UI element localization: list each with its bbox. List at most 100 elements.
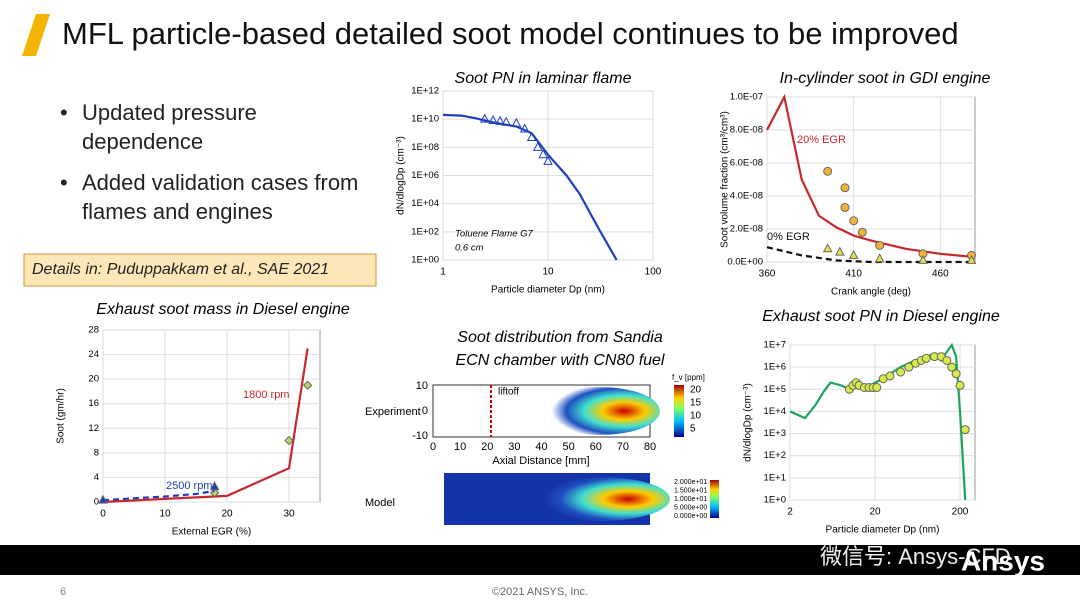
row-label: Model [365, 497, 395, 509]
bullet: Updated pressure dependence [60, 98, 382, 156]
marker [857, 227, 867, 237]
y-tick-label: 1E+08 [411, 142, 439, 153]
series-label: 2500 rpm [166, 480, 212, 492]
x-tick-label: 60 [590, 441, 602, 453]
marker [951, 369, 961, 379]
copyright: ©2021 ANSYS, Inc. [492, 586, 588, 598]
x-tick-label: 50 [563, 441, 575, 453]
x-tick-label: 20 [221, 509, 233, 520]
marker [896, 367, 906, 377]
marker [848, 249, 859, 259]
model-contour [530, 477, 670, 521]
y-tick-label: 1E+00 [411, 255, 439, 266]
marker [488, 114, 498, 125]
bullet: Added validation cases from flames and e… [60, 168, 382, 226]
watermark: 微信号: Ansys-CFD [820, 544, 1011, 569]
x-tick-label: 10 [454, 441, 466, 453]
y-tick-label: 24 [88, 349, 99, 360]
annotation: Toluene Flame G7 [455, 229, 534, 240]
colorbar-title: f_v [ppm] [672, 373, 705, 382]
chart-title: Soot PN in laminar flame [455, 70, 632, 87]
y-tick-label: 16 [88, 398, 99, 409]
x-axis-label: Crank angle (deg) [831, 287, 911, 298]
row-label: Experiment [365, 406, 421, 418]
marker [526, 131, 537, 141]
colorbar-label: 20 [690, 385, 702, 396]
x-tick-label: 80 [644, 441, 656, 453]
y-tick-label: 2.0E-08 [730, 224, 763, 235]
x-tick-label: 360 [759, 269, 776, 280]
x-tick-label: 70 [617, 441, 629, 453]
marker [98, 494, 108, 504]
series-line [102, 348, 309, 504]
colorbar-label: 5.000e+00 [674, 504, 707, 511]
y-tick-label: 8 [94, 447, 99, 458]
marker [875, 241, 885, 250]
y-tick-label: 20 [88, 374, 99, 385]
y-tick-label: 1E+04 [411, 198, 439, 209]
slide-title: MFL particle-based detailed soot model c… [62, 16, 959, 51]
marker [532, 141, 543, 151]
plot-area [789, 344, 976, 501]
colorbar [710, 480, 719, 518]
series-line [102, 489, 215, 502]
marker [849, 216, 859, 226]
x-axis-label: External EGR (%) [172, 527, 251, 538]
x-tick-label: 460 [932, 269, 949, 280]
y-tick-label: 1.0E-07 [730, 92, 763, 103]
y-tick-label: 1E+4 [764, 406, 786, 417]
y-tick-label: -10 [412, 430, 428, 442]
x-tick-label: 10 [542, 267, 554, 278]
marker [874, 253, 885, 263]
marker [479, 113, 490, 123]
colorbar-label: 1.000e+01 [674, 496, 707, 503]
y-tick-label: 1E+3 [764, 428, 786, 439]
y-tick-label: 4.0E-08 [730, 191, 763, 202]
x-tick-label: 410 [845, 269, 862, 280]
colorbar-label: 1.500e+01 [674, 487, 707, 494]
marker [942, 355, 952, 365]
marker [960, 425, 970, 435]
logo: Ansys [961, 545, 1045, 576]
footer-bar [0, 545, 1080, 575]
series-line [789, 342, 967, 501]
x-tick-label: 20 [869, 507, 881, 518]
y-tick-label: 0 [422, 405, 428, 417]
x-axis-label: Axial Distance [mm] [492, 455, 589, 467]
x-axis-label: Particle diameter Dp (nm) [491, 285, 605, 296]
marker [302, 380, 313, 390]
y-tick-label: 1E+5 [764, 384, 786, 395]
x-tick-label: 0 [100, 509, 106, 520]
annotation: 0.6 cm [455, 243, 484, 254]
y-tick-label: 12 [88, 423, 99, 434]
sandia-title: ECN chamber with CN80 fuel [456, 352, 665, 369]
y-tick-label: 1E+0 [764, 495, 786, 506]
y-tick-label: 0 [94, 497, 99, 508]
x-tick-label: 100 [645, 267, 662, 278]
x-tick-label: 2 [787, 507, 793, 518]
marker [834, 246, 845, 256]
colorbar [674, 385, 684, 437]
page-number: 6 [60, 586, 66, 598]
y-tick-label: 28 [88, 325, 99, 336]
marker [840, 183, 850, 193]
y-tick-label: 0.0E+00 [727, 257, 763, 268]
marker [822, 243, 833, 253]
series-label: 20% EGR [797, 134, 846, 146]
marker [519, 123, 530, 133]
marker [284, 435, 294, 446]
marker [966, 254, 977, 264]
series-label: 1800 rpm [243, 389, 289, 401]
y-tick-label: 1E+2 [764, 450, 786, 461]
y-tick-label: 1E+12 [411, 86, 439, 97]
x-tick-label: 40 [535, 441, 547, 453]
y-tick-label: 1E+1 [764, 472, 786, 483]
marker [511, 117, 522, 127]
marker [209, 481, 220, 491]
accent [22, 14, 50, 56]
marker [872, 383, 882, 393]
y-tick-label: 1E+10 [411, 114, 439, 125]
annotation: liftoff [498, 387, 519, 398]
marker [904, 362, 914, 372]
